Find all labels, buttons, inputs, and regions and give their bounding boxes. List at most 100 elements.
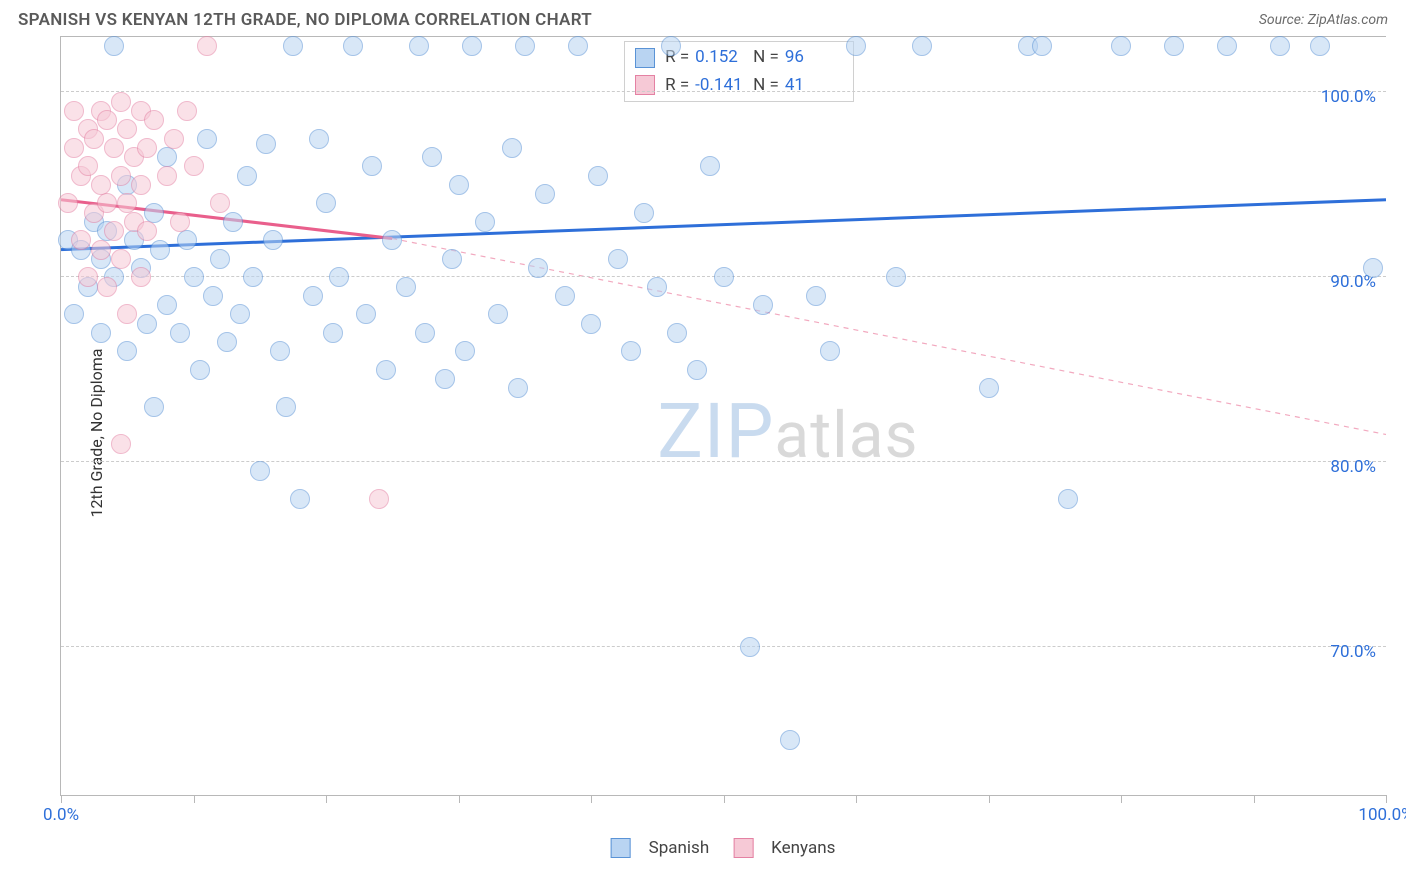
data-point xyxy=(256,134,276,154)
data-point xyxy=(117,119,137,139)
data-point xyxy=(137,138,157,158)
data-point xyxy=(1058,489,1078,509)
data-point xyxy=(382,230,402,250)
data-point xyxy=(157,147,177,167)
data-point xyxy=(608,249,628,269)
data-point xyxy=(131,267,151,287)
x-tick xyxy=(989,795,990,803)
data-point xyxy=(104,36,124,56)
data-point xyxy=(117,304,137,324)
data-point xyxy=(144,110,164,130)
data-point xyxy=(97,110,117,130)
data-point xyxy=(700,156,720,176)
data-point xyxy=(78,267,98,287)
data-point xyxy=(661,36,681,56)
data-point xyxy=(217,332,237,352)
data-point xyxy=(362,156,382,176)
stat-r-value: 0.152 xyxy=(695,45,753,71)
data-point xyxy=(528,258,548,278)
x-tick xyxy=(591,795,592,803)
stat-n-value: 41 xyxy=(785,73,843,99)
data-point xyxy=(488,304,508,324)
data-point xyxy=(243,267,263,287)
data-point xyxy=(343,36,363,56)
stat-n-value: 96 xyxy=(785,45,843,71)
legend-item: Kenyans xyxy=(733,838,835,858)
data-point xyxy=(117,193,137,213)
gridline xyxy=(61,91,1386,92)
data-point xyxy=(687,360,707,380)
data-point xyxy=(409,36,429,56)
data-point xyxy=(210,193,230,213)
data-point xyxy=(820,341,840,361)
data-point xyxy=(568,36,588,56)
gridline xyxy=(61,646,1386,647)
data-point xyxy=(184,156,204,176)
data-point xyxy=(184,267,204,287)
data-point xyxy=(91,323,111,343)
data-point xyxy=(415,323,435,343)
data-point xyxy=(177,230,197,250)
data-point xyxy=(396,277,416,297)
stat-n-label: N = xyxy=(753,45,779,71)
data-point xyxy=(449,175,469,195)
data-point xyxy=(442,249,462,269)
data-point xyxy=(714,267,734,287)
legend: Spanish Kenyans xyxy=(611,838,836,858)
data-point xyxy=(137,221,157,241)
data-point xyxy=(230,304,250,324)
data-point xyxy=(71,230,91,250)
data-point xyxy=(667,323,687,343)
data-point xyxy=(303,286,323,306)
stat-n-label: N = xyxy=(753,73,779,99)
data-point xyxy=(422,147,442,167)
legend-item: Spanish xyxy=(611,838,710,858)
x-tick xyxy=(724,795,725,803)
x-tick xyxy=(61,795,62,803)
data-point xyxy=(740,637,760,657)
data-point xyxy=(1111,36,1131,56)
data-point xyxy=(886,267,906,287)
data-point xyxy=(316,193,336,213)
data-point xyxy=(137,314,157,334)
stat-r-value: -0.141 xyxy=(695,73,753,99)
data-point xyxy=(78,156,98,176)
x-tick-label: 100.0% xyxy=(1358,805,1406,825)
source-label: Source: ZipAtlas.com xyxy=(1259,12,1388,28)
data-point xyxy=(263,230,283,250)
data-point xyxy=(104,138,124,158)
data-point xyxy=(455,341,475,361)
data-point xyxy=(117,341,137,361)
data-point xyxy=(283,36,303,56)
data-point xyxy=(979,378,999,398)
data-point xyxy=(1164,36,1184,56)
x-tick xyxy=(1254,795,1255,803)
data-point xyxy=(210,249,230,269)
stat-r-label: R = xyxy=(665,73,689,99)
data-point xyxy=(581,314,601,334)
data-point xyxy=(634,203,654,223)
data-point xyxy=(64,304,84,324)
data-point xyxy=(170,212,190,232)
y-tick-label: 80.0% xyxy=(1330,457,1376,477)
legend-label: Spanish xyxy=(649,838,710,858)
data-point xyxy=(912,36,932,56)
data-point xyxy=(780,730,800,750)
data-point xyxy=(170,323,190,343)
data-point xyxy=(177,101,197,121)
data-point xyxy=(111,249,131,269)
x-tick xyxy=(194,795,195,803)
stats-swatch xyxy=(635,48,655,68)
data-point xyxy=(157,166,177,186)
x-tick xyxy=(326,795,327,803)
y-tick-label: 70.0% xyxy=(1330,642,1376,662)
data-point xyxy=(144,397,164,417)
data-point xyxy=(64,101,84,121)
stats-row: R =-0.141N =41 xyxy=(625,72,853,100)
chart-container: 12th Grade, No Diploma ZIPatlas R =0.152… xyxy=(60,36,1386,828)
data-point xyxy=(502,138,522,158)
data-point xyxy=(555,286,575,306)
data-point xyxy=(1032,36,1052,56)
data-point xyxy=(475,212,495,232)
data-point xyxy=(276,397,296,417)
